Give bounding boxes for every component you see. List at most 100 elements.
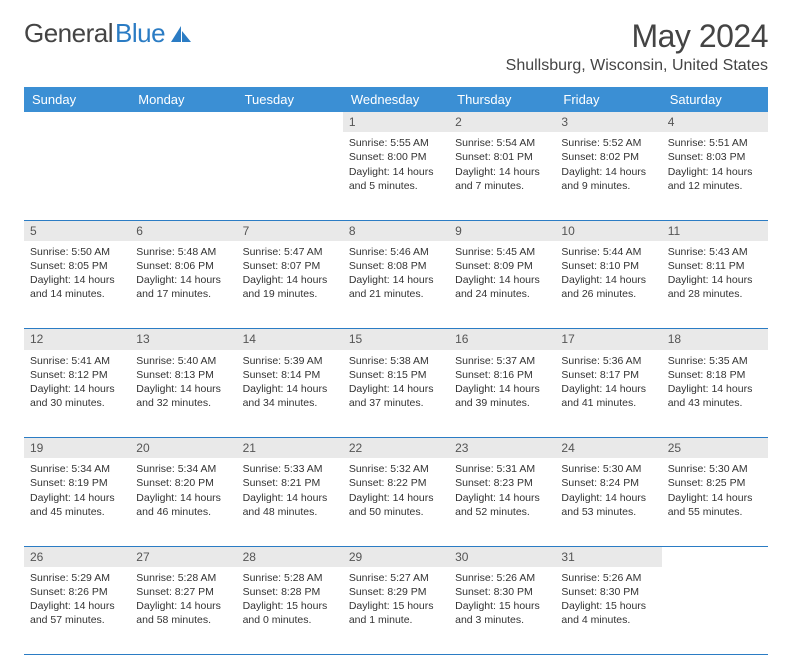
sunset-line: Sunset: 8:18 PM: [668, 368, 762, 382]
daylight-line: Daylight: 14 hours and 57 minutes.: [30, 599, 124, 627]
sunset-line: Sunset: 8:13 PM: [136, 368, 230, 382]
day-number-cell: 21: [237, 438, 343, 459]
daylight-line: Daylight: 14 hours and 7 minutes.: [455, 165, 549, 193]
day-cell: Sunrise: 5:38 AMSunset: 8:15 PMDaylight:…: [343, 350, 449, 438]
sunrise-line: Sunrise: 5:28 AM: [136, 571, 230, 585]
sunset-line: Sunset: 8:00 PM: [349, 150, 443, 164]
sunrise-line: Sunrise: 5:39 AM: [243, 354, 337, 368]
day-cell: Sunrise: 5:35 AMSunset: 8:18 PMDaylight:…: [662, 350, 768, 438]
day-cell: Sunrise: 5:26 AMSunset: 8:30 PMDaylight:…: [449, 567, 555, 655]
day-number-cell: 5: [24, 220, 130, 241]
day-cell: [237, 132, 343, 220]
logo-text-blue: Blue: [115, 18, 165, 49]
day-cell: Sunrise: 5:34 AMSunset: 8:20 PMDaylight:…: [130, 458, 236, 546]
day-number-cell: 10: [555, 220, 661, 241]
day-number-cell: 14: [237, 329, 343, 350]
day-number-cell: 6: [130, 220, 236, 241]
sunrise-line: Sunrise: 5:55 AM: [349, 136, 443, 150]
daylight-line: Daylight: 14 hours and 19 minutes.: [243, 273, 337, 301]
day-cell: [130, 132, 236, 220]
weekday-header: Thursday: [449, 87, 555, 112]
sunrise-line: Sunrise: 5:52 AM: [561, 136, 655, 150]
sunrise-line: Sunrise: 5:30 AM: [668, 462, 762, 476]
sunset-line: Sunset: 8:17 PM: [561, 368, 655, 382]
day-number-cell: 26: [24, 546, 130, 567]
day-number-cell: 28: [237, 546, 343, 567]
daylight-line: Daylight: 14 hours and 26 minutes.: [561, 273, 655, 301]
sunrise-line: Sunrise: 5:28 AM: [243, 571, 337, 585]
day-cell: Sunrise: 5:30 AMSunset: 8:25 PMDaylight:…: [662, 458, 768, 546]
day-number-cell: 31: [555, 546, 661, 567]
day-cell: Sunrise: 5:27 AMSunset: 8:29 PMDaylight:…: [343, 567, 449, 655]
day-cell: Sunrise: 5:36 AMSunset: 8:17 PMDaylight:…: [555, 350, 661, 438]
daylight-line: Daylight: 14 hours and 53 minutes.: [561, 491, 655, 519]
sunrise-line: Sunrise: 5:43 AM: [668, 245, 762, 259]
calendar-table: SundayMondayTuesdayWednesdayThursdayFrid…: [24, 87, 768, 655]
sunrise-line: Sunrise: 5:31 AM: [455, 462, 549, 476]
day-number-cell: 1: [343, 112, 449, 132]
day-cell: Sunrise: 5:50 AMSunset: 8:05 PMDaylight:…: [24, 241, 130, 329]
day-cell: Sunrise: 5:43 AMSunset: 8:11 PMDaylight:…: [662, 241, 768, 329]
sunrise-line: Sunrise: 5:47 AM: [243, 245, 337, 259]
day-cell: Sunrise: 5:46 AMSunset: 8:08 PMDaylight:…: [343, 241, 449, 329]
daylight-line: Daylight: 14 hours and 14 minutes.: [30, 273, 124, 301]
daylight-line: Daylight: 14 hours and 45 minutes.: [30, 491, 124, 519]
sunrise-line: Sunrise: 5:38 AM: [349, 354, 443, 368]
sunset-line: Sunset: 8:02 PM: [561, 150, 655, 164]
daylight-line: Daylight: 14 hours and 24 minutes.: [455, 273, 549, 301]
daylight-line: Daylight: 15 hours and 0 minutes.: [243, 599, 337, 627]
sunset-line: Sunset: 8:14 PM: [243, 368, 337, 382]
day-cell: Sunrise: 5:48 AMSunset: 8:06 PMDaylight:…: [130, 241, 236, 329]
logo-sail-icon: [169, 24, 193, 49]
daylight-line: Daylight: 14 hours and 21 minutes.: [349, 273, 443, 301]
day-number-cell: 23: [449, 438, 555, 459]
daylight-line: Daylight: 15 hours and 4 minutes.: [561, 599, 655, 627]
day-number-cell: [130, 112, 236, 132]
sunset-line: Sunset: 8:05 PM: [30, 259, 124, 273]
daylight-line: Daylight: 14 hours and 52 minutes.: [455, 491, 549, 519]
day-cell: [24, 132, 130, 220]
sunrise-line: Sunrise: 5:34 AM: [136, 462, 230, 476]
sunrise-line: Sunrise: 5:51 AM: [668, 136, 762, 150]
sunset-line: Sunset: 8:06 PM: [136, 259, 230, 273]
day-number-cell: 25: [662, 438, 768, 459]
day-number-cell: 4: [662, 112, 768, 132]
sunrise-line: Sunrise: 5:41 AM: [30, 354, 124, 368]
sunset-line: Sunset: 8:25 PM: [668, 476, 762, 490]
day-cell: Sunrise: 5:34 AMSunset: 8:19 PMDaylight:…: [24, 458, 130, 546]
day-cell: Sunrise: 5:32 AMSunset: 8:22 PMDaylight:…: [343, 458, 449, 546]
daylight-line: Daylight: 14 hours and 5 minutes.: [349, 165, 443, 193]
day-number-cell: 17: [555, 329, 661, 350]
logo: GeneralBlue: [24, 18, 193, 49]
daylight-line: Daylight: 14 hours and 43 minutes.: [668, 382, 762, 410]
sunrise-line: Sunrise: 5:50 AM: [30, 245, 124, 259]
day-cell: Sunrise: 5:37 AMSunset: 8:16 PMDaylight:…: [449, 350, 555, 438]
day-number-cell: 22: [343, 438, 449, 459]
sunrise-line: Sunrise: 5:26 AM: [561, 571, 655, 585]
day-cell: Sunrise: 5:28 AMSunset: 8:28 PMDaylight:…: [237, 567, 343, 655]
day-cell: [662, 567, 768, 655]
daylight-line: Daylight: 14 hours and 37 minutes.: [349, 382, 443, 410]
sunrise-line: Sunrise: 5:46 AM: [349, 245, 443, 259]
day-cell: Sunrise: 5:55 AMSunset: 8:00 PMDaylight:…: [343, 132, 449, 220]
sunset-line: Sunset: 8:16 PM: [455, 368, 549, 382]
sunset-line: Sunset: 8:01 PM: [455, 150, 549, 164]
sunrise-line: Sunrise: 5:32 AM: [349, 462, 443, 476]
sunset-line: Sunset: 8:30 PM: [455, 585, 549, 599]
day-number-cell: [24, 112, 130, 132]
daylight-line: Daylight: 14 hours and 12 minutes.: [668, 165, 762, 193]
weekday-header: Friday: [555, 87, 661, 112]
day-number-cell: 11: [662, 220, 768, 241]
day-cell: Sunrise: 5:26 AMSunset: 8:30 PMDaylight:…: [555, 567, 661, 655]
day-number-cell: 8: [343, 220, 449, 241]
sunset-line: Sunset: 8:30 PM: [561, 585, 655, 599]
sunrise-line: Sunrise: 5:48 AM: [136, 245, 230, 259]
sunset-line: Sunset: 8:24 PM: [561, 476, 655, 490]
sunrise-line: Sunrise: 5:27 AM: [349, 571, 443, 585]
sunset-line: Sunset: 8:22 PM: [349, 476, 443, 490]
day-number-cell: 12: [24, 329, 130, 350]
sunrise-line: Sunrise: 5:29 AM: [30, 571, 124, 585]
day-number-cell: 29: [343, 546, 449, 567]
location-text: Shullsburg, Wisconsin, United States: [506, 57, 768, 75]
day-number-cell: 2: [449, 112, 555, 132]
